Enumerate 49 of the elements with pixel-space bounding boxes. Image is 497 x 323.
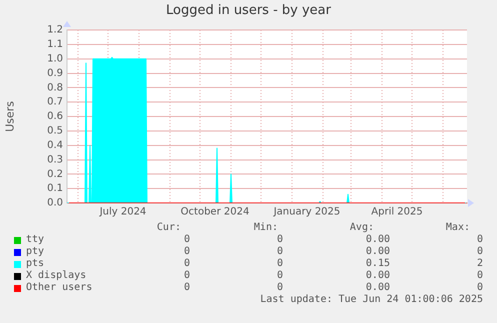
text: 0.00 (366, 282, 390, 294)
y-tick-label: 0.8 (47, 82, 63, 94)
text: 0 (276, 270, 283, 282)
text: 0 (276, 246, 283, 258)
text: 0.00 (366, 246, 390, 258)
x-tick-label: April 2025 (371, 206, 423, 218)
text: Last update: Tue Jun 24 01:00:06 2025 (260, 294, 483, 306)
y-tick-label: 0.1 (47, 183, 63, 194)
y-tick-label: 0.4 (47, 140, 63, 151)
y-tick-label: 0.0 (47, 198, 63, 209)
text: 0 (276, 282, 283, 294)
text: Cur: (156, 222, 181, 234)
text: 0 (476, 270, 483, 282)
legend-label: X displays (26, 270, 86, 282)
y-tick-label: 1.1 (47, 39, 63, 50)
text: 0.00 (366, 270, 390, 282)
x-tick-label: January 2025 (272, 206, 340, 218)
y-tick-label: 1.2 (47, 24, 63, 36)
x-tick-label: July 2024 (98, 206, 146, 218)
y-tick-label: 0.5 (47, 126, 63, 137)
y-tick-label: 0.9 (47, 68, 63, 79)
text: 0 (184, 258, 190, 270)
legend-label: pty (26, 246, 44, 258)
text: 0.00 (366, 234, 390, 246)
y-tick-label: 0.2 (47, 168, 63, 180)
text: 0 (276, 234, 283, 246)
y-tick-label: 1.0 (47, 53, 63, 64)
text: 0 (184, 282, 190, 294)
legend-label: tty (26, 234, 44, 246)
chart-title: Logged in users - by year (164, 3, 332, 18)
legend-label: pts (26, 258, 44, 270)
x-tick-label: October 2024 (180, 206, 250, 218)
text: 0 (476, 234, 483, 246)
text: 0.15 (366, 258, 390, 270)
text: 0 (184, 246, 190, 258)
text: 0 (476, 282, 483, 294)
y-tick-label: 0.7 (47, 96, 63, 108)
text: 0 (184, 270, 190, 282)
text: 0 (184, 234, 190, 246)
y-tick-label: 0.3 (47, 154, 63, 166)
text: Avg: (350, 222, 374, 234)
y-tick-label: 0.6 (47, 111, 63, 122)
legend-label: Other users (26, 282, 92, 294)
y-axis-title: Users (3, 100, 16, 132)
text: 2 (476, 258, 483, 270)
text: Max: (446, 222, 470, 234)
text: 0 (276, 258, 283, 270)
text: 0 (476, 246, 483, 258)
text: Min: (254, 222, 278, 234)
